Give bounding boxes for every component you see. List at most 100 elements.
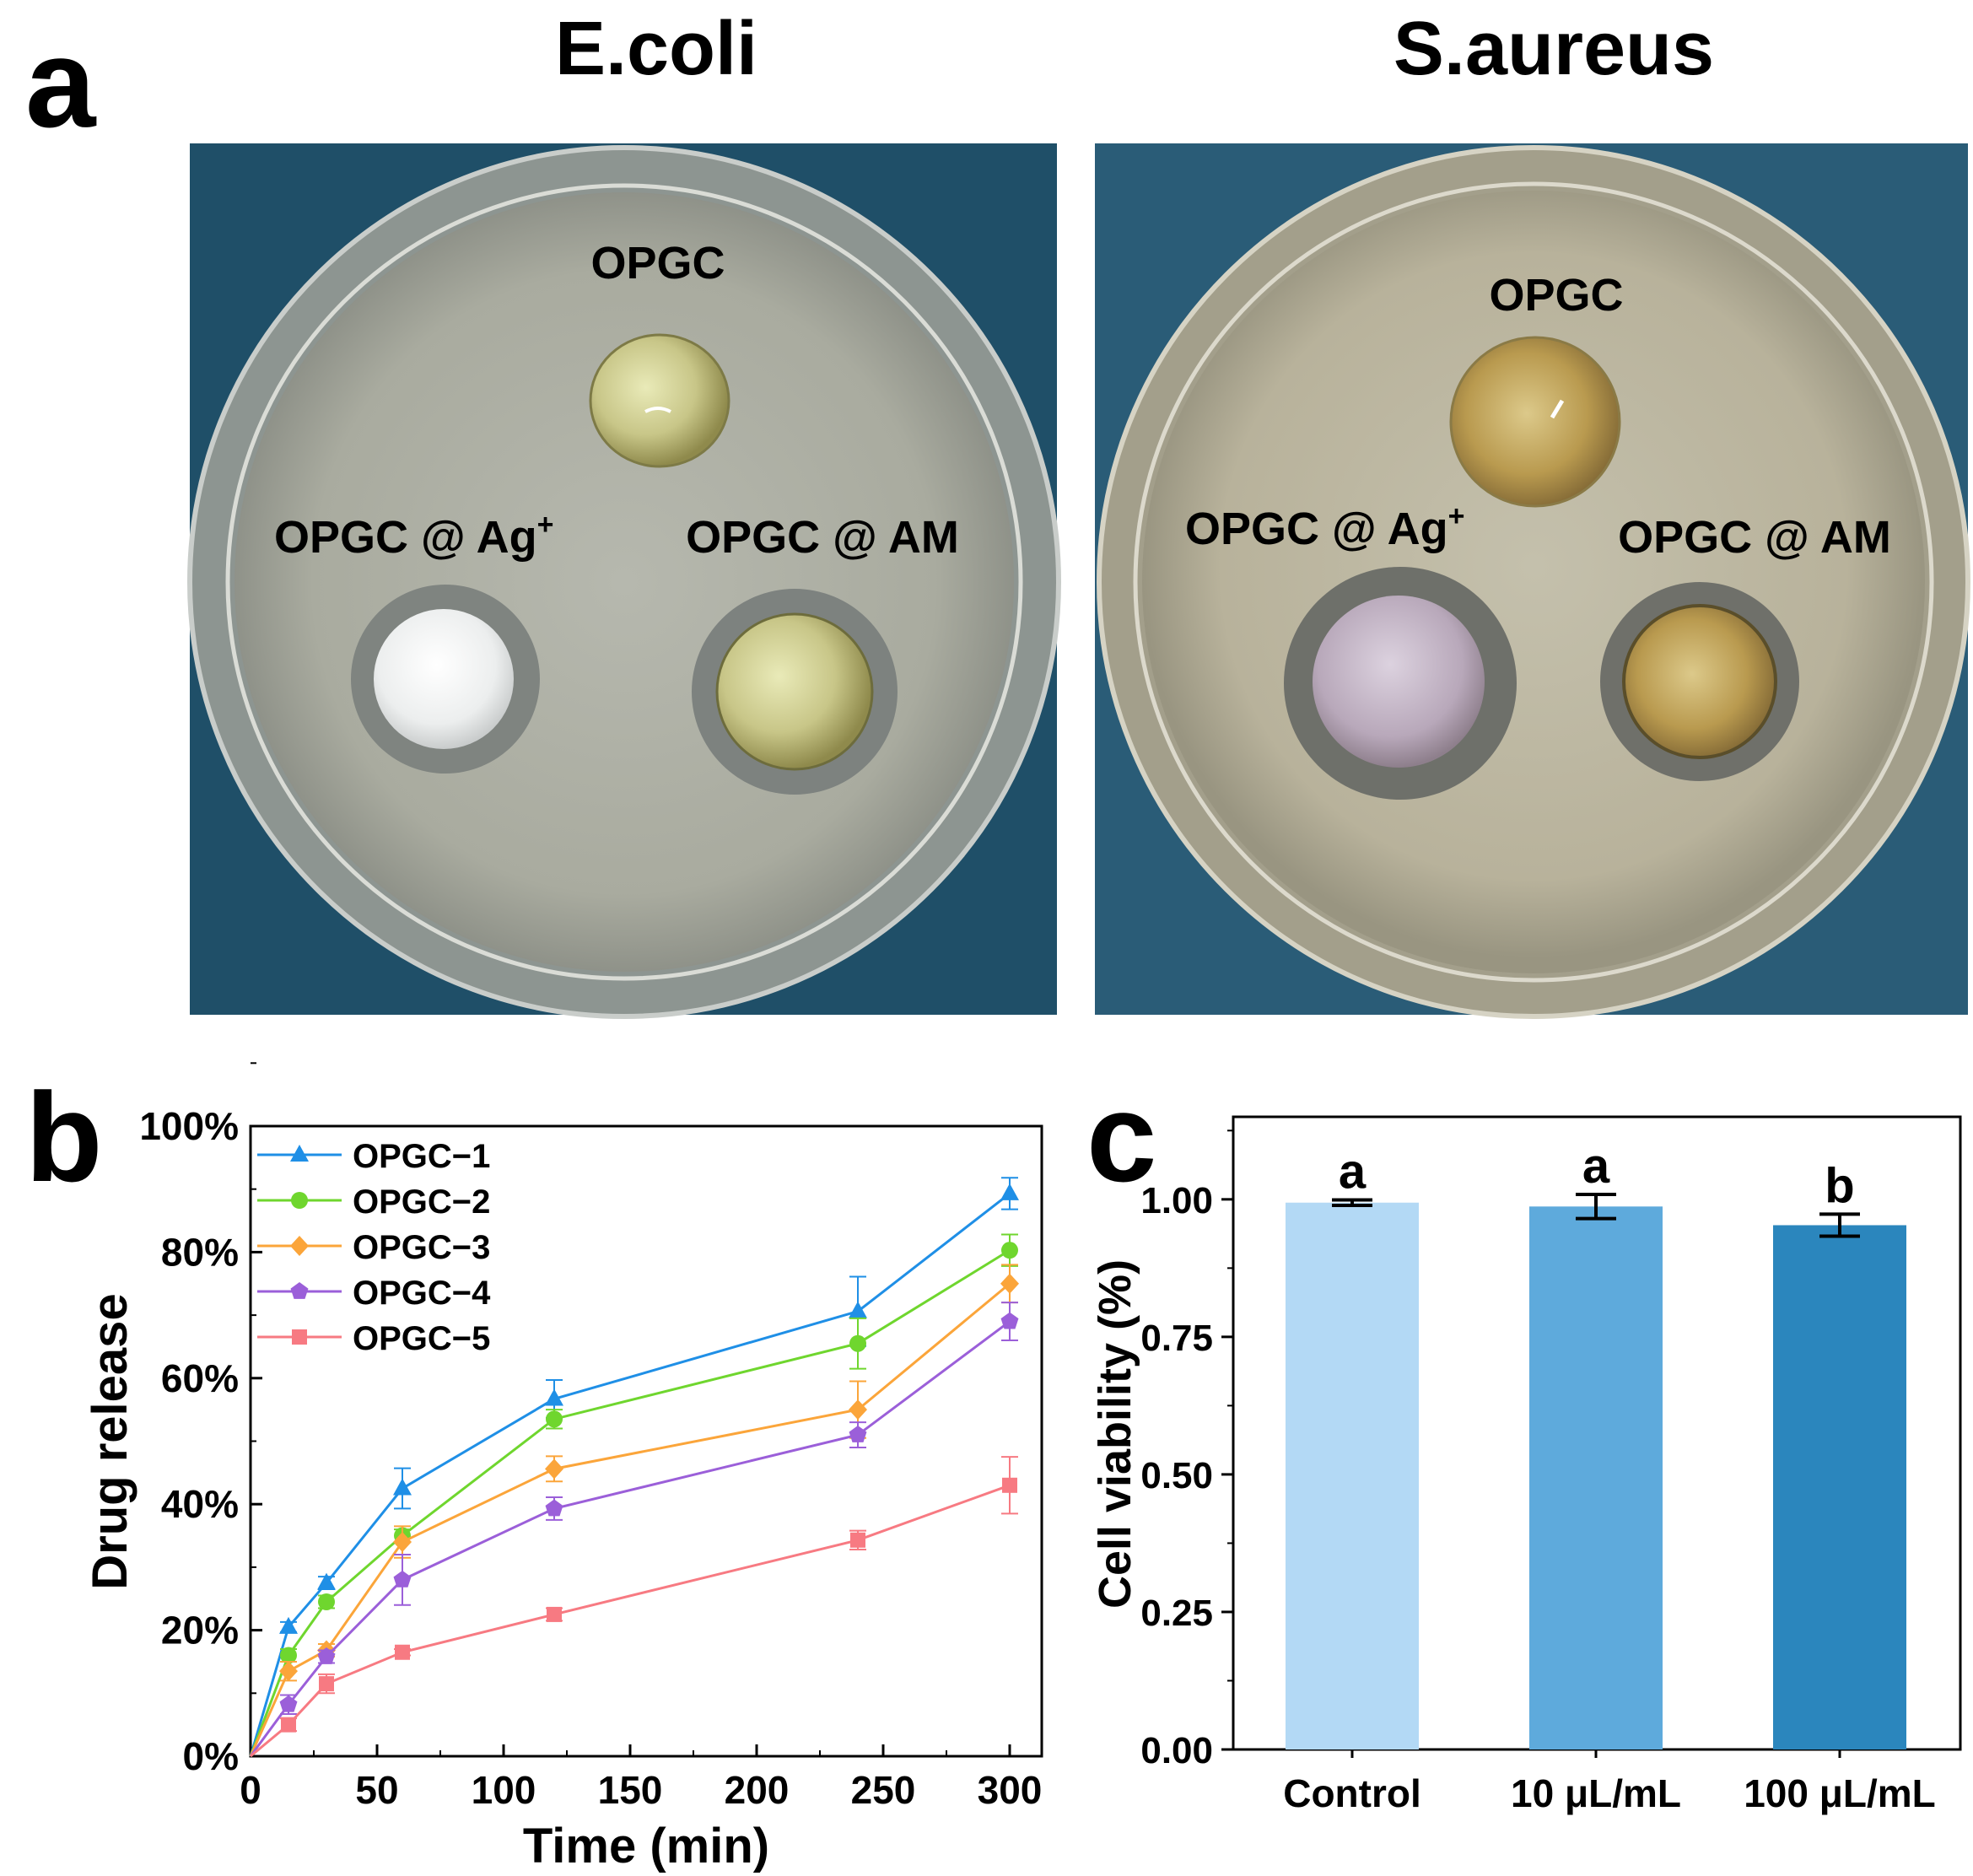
- data-point: [279, 1661, 298, 1682]
- gel-sample-am: [1622, 604, 1777, 759]
- y-tick-label-c: 1.00: [1140, 1180, 1213, 1221]
- plate-label-opgc-ag: OPGC @ Ag+: [274, 509, 554, 563]
- x-tick-label-b: 50: [355, 1768, 398, 1812]
- data-point: [280, 1647, 297, 1664]
- data-point: [393, 1532, 412, 1553]
- series-opgc-5: [250, 1456, 1018, 1758]
- series-opgc-4: [249, 1302, 1019, 1757]
- gel-sample-ag: [374, 609, 514, 749]
- y-axis-title-c: Cell viability (%): [1090, 1259, 1140, 1609]
- data-point: [850, 1532, 865, 1548]
- y-tick-label-c: 0.00: [1140, 1730, 1213, 1771]
- plate-label-opgc-am: OPGC @ AM: [1618, 512, 1891, 563]
- panel-c-label: c: [1086, 1066, 1156, 1208]
- x-tick-label-b: 100: [472, 1768, 536, 1812]
- gel-sample-am: [715, 612, 874, 771]
- x-tick-label-b: 200: [725, 1768, 790, 1812]
- data-point: [1000, 1183, 1019, 1200]
- data-point: [279, 1616, 298, 1634]
- data-point: [546, 1410, 563, 1428]
- gel-highlight: [644, 407, 671, 413]
- plate-title-ecoli: E.coli: [555, 7, 757, 91]
- data-point: [1001, 1242, 1018, 1259]
- data-point: [1000, 1312, 1019, 1329]
- series-group-b: [249, 1177, 1019, 1758]
- data-point: [279, 1695, 298, 1712]
- significance-letter: b: [1825, 1158, 1854, 1213]
- gel-highlight: [1550, 399, 1565, 419]
- bar-group: b 100 μL/mL: [1744, 1158, 1936, 1815]
- plate-label-opgc: OPGC: [590, 238, 725, 288]
- y-tick-label-b: 40%: [161, 1482, 239, 1526]
- plot-area-b: [249, 1124, 1043, 1758]
- legend-label: OPGC−2: [353, 1183, 490, 1221]
- plate-ecoli: E.coli OPGC OPGC @ Ag+ OPGC @ AM: [187, 7, 1061, 1019]
- petri-dish-inner-rim: [225, 183, 1023, 981]
- y-tick-label-b: 0%: [183, 1734, 239, 1778]
- data-point: [1000, 1273, 1019, 1294]
- data-point: [849, 1334, 866, 1352]
- legend-marker: [290, 1236, 309, 1256]
- plate-title-saureus: S.aureus: [1393, 7, 1714, 91]
- y-tick-label-c: 0.25: [1140, 1593, 1213, 1634]
- y-axis-title-b: Drug release: [83, 1293, 137, 1589]
- bar-group: a 10 μL/mL: [1511, 1139, 1681, 1815]
- y-tick-label-b: 100%: [139, 1104, 239, 1148]
- gel-sample-opgc: [589, 333, 730, 468]
- plate-label-opgc-am: OPGC @ AM: [686, 512, 959, 563]
- x-tick-label-b: 300: [978, 1768, 1043, 1812]
- legend-marker: [290, 1145, 309, 1162]
- legend-marker: [292, 1329, 307, 1345]
- data-point: [849, 1399, 867, 1420]
- panel-c: c 0.00 0.25 0.50 0.75 1.00 a Control a 10 μL/mL…: [1086, 1066, 1962, 1815]
- y-axis-b: 0% 20% 40% 60% 80% 100%: [139, 1062, 262, 1778]
- petri-dish-inner-rim: [1133, 181, 1934, 983]
- legend-label: OPGC−4: [353, 1275, 491, 1312]
- y-tick-label-c: 0.75: [1140, 1318, 1213, 1359]
- agar-surface: [234, 192, 1014, 972]
- legend-marker: [291, 1192, 308, 1209]
- x-tick-label-b: 150: [598, 1768, 663, 1812]
- data-point: [317, 1647, 336, 1664]
- y-tick-label-b: 60%: [161, 1356, 239, 1400]
- x-tick-label-b: 250: [851, 1768, 916, 1812]
- y-tick-label-c: 0.50: [1140, 1455, 1213, 1496]
- data-point: [319, 1676, 334, 1692]
- significance-letter: a: [1582, 1139, 1610, 1194]
- plate-saureus: S.aureus OPGC OPGC @ Ag+ OPGC @ AM: [1095, 7, 1970, 1019]
- bar-group: a Control: [1283, 1144, 1421, 1815]
- y-tick-label-b: 20%: [161, 1609, 239, 1652]
- data-point: [317, 1572, 336, 1590]
- x-tick-label-b: 0: [240, 1768, 261, 1812]
- data-point: [545, 1499, 563, 1517]
- gel-sample-ag: [1313, 596, 1485, 768]
- data-point: [395, 1644, 410, 1660]
- x-axis-title-b: Time (min): [523, 1819, 769, 1873]
- data-point: [545, 1388, 563, 1406]
- bars-c: a Control a 10 μL/mL b 100 μL/mL: [1283, 1139, 1936, 1815]
- data-point: [849, 1301, 867, 1318]
- bar: [1773, 1225, 1906, 1749]
- data-point: [318, 1593, 335, 1610]
- data-point: [547, 1606, 562, 1622]
- x-tick-label-c: Control: [1283, 1771, 1421, 1815]
- data-point: [849, 1426, 867, 1442]
- bar: [1529, 1206, 1663, 1749]
- panel-b: b 0%20%40%60%80%100% 0 50 100 150 200 250 300 …: [25, 1062, 1043, 1873]
- legend-label: OPGC−1: [353, 1138, 490, 1175]
- data-point: [393, 1478, 412, 1496]
- plate-label-opgc-ag: OPGC @ Ag+: [1185, 500, 1465, 554]
- x-axis-b: 0 50 100 150 200 250 300: [240, 1744, 1042, 1812]
- legend-label: OPGC−3: [353, 1229, 490, 1266]
- legend-label: OPGC−5: [353, 1320, 490, 1357]
- legend-b: OPGC−1 OPGC−2 OPGC−3 OPGC−4 OPGC−5: [257, 1138, 491, 1357]
- significance-letter: a: [1339, 1144, 1367, 1199]
- series-opgc-1: [249, 1177, 1019, 1757]
- y-axis-c: 0.00 0.25 0.50 0.75 1.00: [1140, 1129, 1233, 1771]
- panel-b-label: b: [25, 1066, 103, 1208]
- x-tick-label-c: 100 μL/mL: [1744, 1771, 1936, 1815]
- y-tick-label-b: 80%: [161, 1230, 239, 1274]
- plate-label-opgc: OPGC: [1489, 270, 1623, 321]
- data-point: [545, 1458, 563, 1480]
